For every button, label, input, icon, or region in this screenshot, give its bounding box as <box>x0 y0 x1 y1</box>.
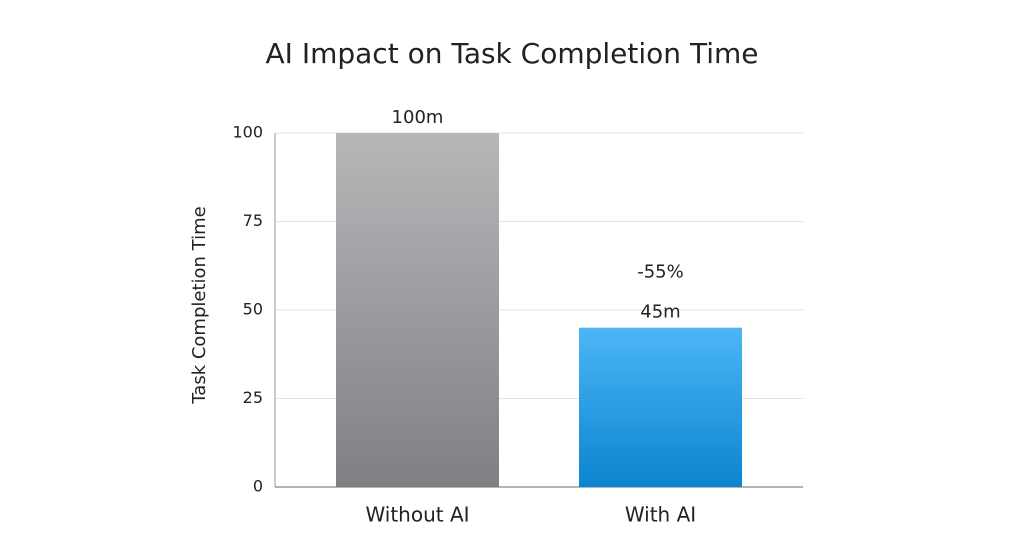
y-axis-label: Task Completion Time <box>189 206 210 404</box>
value-label: 100m <box>392 107 444 128</box>
y-tick-label: 25 <box>243 388 263 407</box>
y-tick-label: 50 <box>243 300 263 319</box>
value-label: 45m <box>640 302 680 323</box>
x-tick-label: With AI <box>625 503 696 527</box>
y-tick-label: 75 <box>243 211 263 230</box>
bar <box>336 133 499 487</box>
bar <box>579 327 742 487</box>
chart-title: AI Impact on Task Completion Time <box>266 37 759 70</box>
x-tick-label: Without AI <box>365 503 469 527</box>
annotation: -55% <box>637 262 684 283</box>
y-tick-label: 100 <box>232 123 263 142</box>
y-tick-label: 0 <box>253 477 263 496</box>
